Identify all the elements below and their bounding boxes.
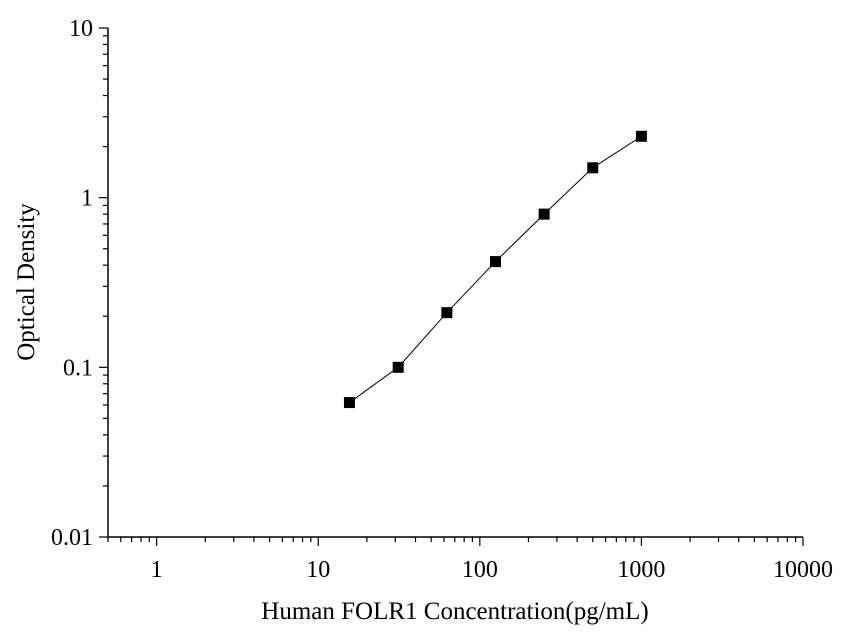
y-tick-label: 0.01 [51,525,93,551]
x-tick-label: 1000 [617,557,665,583]
x-axis-ticks: 1 10 100 1000 10000 [107,537,833,583]
x-tick-label: 1 [151,557,163,583]
plot-area [343,130,647,409]
data-point [538,208,550,220]
y-axis-label: Optical Density [13,203,40,361]
data-point [392,361,404,373]
x-axis-label: Human FOLR1 Concentration(pg/mL) [261,598,648,625]
y-tick-label: 0.1 [63,355,93,381]
data-point [343,397,355,409]
data-point [441,307,453,319]
axes [107,28,803,538]
y-tick-label: 10 [69,16,93,42]
y-axis-ticks: 0.01 0.1 1 10 [51,16,108,551]
y-tick-label: 1 [81,186,93,212]
data-point [489,256,501,268]
x-tick-label: 10 [306,557,330,583]
x-tick-label: 10000 [773,557,833,583]
data-point [587,162,599,174]
x-tick-label: 100 [462,557,498,583]
data-point [635,130,647,142]
